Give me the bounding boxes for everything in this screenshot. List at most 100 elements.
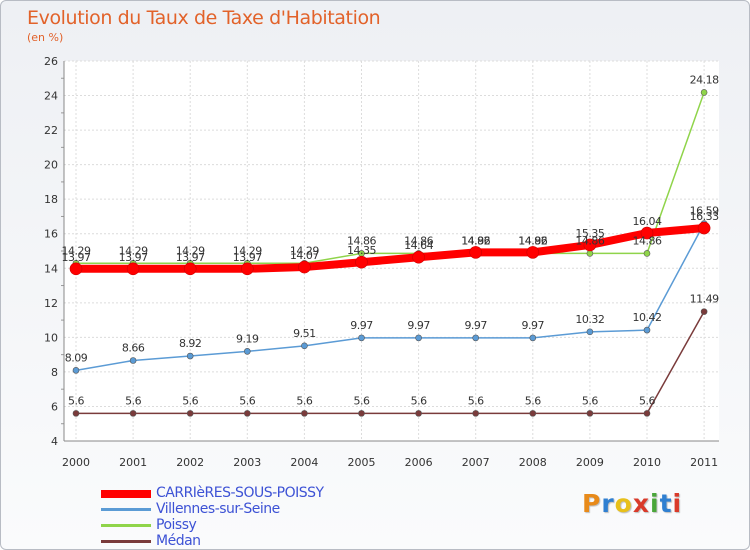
data-label: 14.29 [290,244,319,257]
data-point [241,262,254,276]
data-point [697,221,711,235]
data-label: 5.6 [182,394,198,407]
x-tick-label: 2002 [176,456,204,469]
data-label: 16.59 [690,205,719,218]
x-tick-label: 2008 [519,456,547,469]
data-point [526,246,540,259]
data-point [415,410,422,417]
data-label: 9.51 [293,327,316,340]
legend-swatch [101,524,151,527]
data-label: 5.6 [68,394,84,407]
data-point [412,250,425,264]
data-point [586,328,594,336]
data-label: 14.29 [233,244,262,257]
data-point [129,410,137,417]
y-tick-label: 6 [51,400,58,413]
data-label: 14.92 [461,234,490,247]
data-point [186,352,194,360]
data-label: 16.33 [690,210,719,223]
x-tick-label: 2001 [119,456,147,469]
data-point [640,226,654,240]
data-point [355,255,368,269]
y-tick-label: 12 [44,297,58,310]
data-label: 5.6 [239,394,255,407]
data-label: 10.32 [575,313,604,326]
data-point [186,410,194,417]
legend-item: Poissy [101,517,401,534]
x-tick-label: 2010 [633,456,661,469]
data-label: 24.18 [690,73,719,86]
x-tick-label: 2000 [62,456,90,469]
data-label: 9.97 [464,319,487,332]
data-label: 13.97 [233,251,262,264]
data-point [529,410,537,417]
x-tick-label: 2004 [290,456,318,469]
data-label: 9.19 [236,332,259,345]
data-label: 13.97 [62,251,91,264]
proxiti-logo: Proxiti [582,489,683,518]
x-tick-label: 2007 [462,456,490,469]
data-point [244,348,251,355]
y-tick-label: 22 [44,124,58,137]
series-line [72,224,709,273]
x-tick-label: 2006 [405,456,433,469]
legend-swatch [101,490,151,498]
chart-legend: CARRIèRES-SOUS-POISSY Villennes-sur-Seine… [101,485,401,549]
data-label: 14.86 [347,234,376,247]
data-point [301,410,308,417]
legend-item: Villennes-sur-Seine [101,501,401,518]
data-point [69,262,83,276]
data-label: 16.04 [633,215,662,228]
x-tick-label: 2005 [348,456,376,469]
y-tick-label: 26 [44,55,58,68]
legend-label: Poissy [156,517,197,533]
chart-subtitle: (en %) [27,31,64,44]
data-label: 15.35 [575,227,604,240]
data-label: 8.92 [179,337,202,350]
data-label: 14.29 [62,244,91,257]
data-point [700,308,708,315]
data-label: 8.09 [65,351,88,364]
data-label: 5.6 [582,394,598,407]
data-point [583,238,597,252]
data-point [298,260,311,274]
data-point [126,262,140,276]
y-tick-label: 4 [51,435,58,448]
legend-item: Médan [101,533,401,549]
data-point [643,326,651,334]
series-line [75,310,705,415]
data-label: 10.42 [633,311,662,324]
data-label: 14.86 [461,234,490,247]
data-label: 5.6 [411,394,427,407]
x-tick-label: 2011 [690,456,718,469]
data-point [358,410,365,417]
data-point [586,250,594,257]
data-point [700,89,708,96]
series-line [75,91,705,265]
plot-area [64,61,719,441]
y-tick-label: 20 [44,159,58,172]
data-point [72,410,80,417]
data-label: 9.97 [407,319,430,332]
data-label: 14.86 [404,234,433,247]
data-point [301,342,308,350]
data-point [183,262,197,276]
y-tick-label: 14 [44,262,58,275]
data-point [415,334,422,342]
data-label: 14.07 [290,249,319,262]
data-point [643,410,651,417]
data-label: 5.6 [125,394,141,407]
chart-title: Evolution du Taux de Taxe d'Habitation [27,7,381,29]
data-label: 14.86 [575,234,604,247]
legend-item: CARRIèRES-SOUS-POISSY [101,485,401,502]
data-point [129,357,137,364]
legend-label: Médan [156,533,201,549]
data-label: 9.97 [522,319,545,332]
data-label: 5.6 [354,394,370,407]
legend-swatch [101,508,151,511]
data-point [469,246,483,259]
data-point [72,367,80,374]
data-label: 13.97 [119,251,148,264]
data-label: 5.6 [296,394,312,407]
